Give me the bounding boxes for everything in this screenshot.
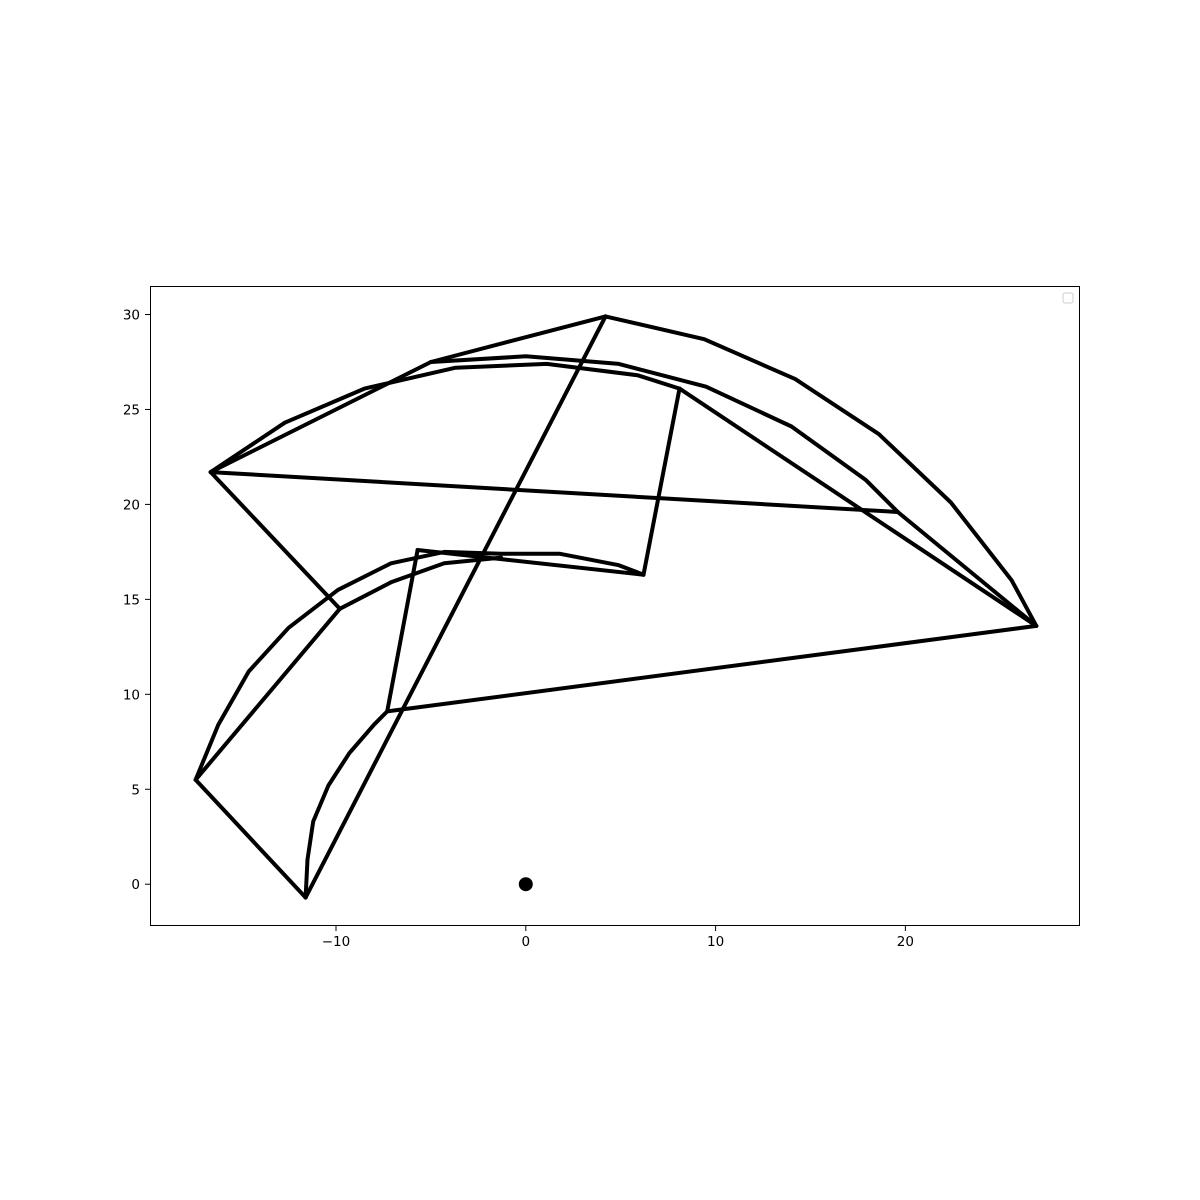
x-tick-label: 10 <box>707 934 724 950</box>
x-tick-label: 20 <box>897 934 914 950</box>
series-line-13 <box>282 361 682 425</box>
series-line-5 <box>193 777 308 900</box>
y-tick-label: 25 <box>123 402 140 418</box>
series-line-18 <box>428 354 900 514</box>
axes-frame <box>150 286 1080 926</box>
y-tick-label: 5 <box>131 782 140 798</box>
series-line-16 <box>193 549 646 782</box>
x-tick-label: −10 <box>322 934 351 950</box>
y-tick-label: 20 <box>123 497 140 513</box>
series-line-17 <box>337 555 504 611</box>
series-line-7 <box>603 314 1039 628</box>
series-line-14 <box>208 420 287 475</box>
series-line-1 <box>428 314 608 364</box>
y-tick-label: 15 <box>123 592 140 608</box>
series-line-8 <box>677 386 1039 628</box>
legend-box <box>1062 292 1074 304</box>
series-line-12 <box>385 623 1039 714</box>
y-axis: 0 5 10 15 20 25 30 <box>123 307 150 893</box>
x-axis: −10 0 10 20 <box>322 926 914 950</box>
y-tick-label: 10 <box>123 687 140 703</box>
series-line-11 <box>385 548 420 714</box>
series-line-4 <box>193 606 342 782</box>
plot-area <box>193 314 1039 900</box>
origin-point-marker <box>518 877 533 892</box>
y-tick-label: 0 <box>131 877 140 893</box>
x-tick-label: 0 <box>521 934 530 950</box>
series-line-6 <box>303 314 608 900</box>
series-line-15 <box>303 709 390 900</box>
series-line-2 <box>208 470 900 514</box>
series-line-3 <box>208 470 342 611</box>
series-line-0 <box>208 360 433 475</box>
series-line-19 <box>895 510 1039 628</box>
series-line-9 <box>641 386 682 577</box>
y-tick-label: 30 <box>123 307 140 323</box>
